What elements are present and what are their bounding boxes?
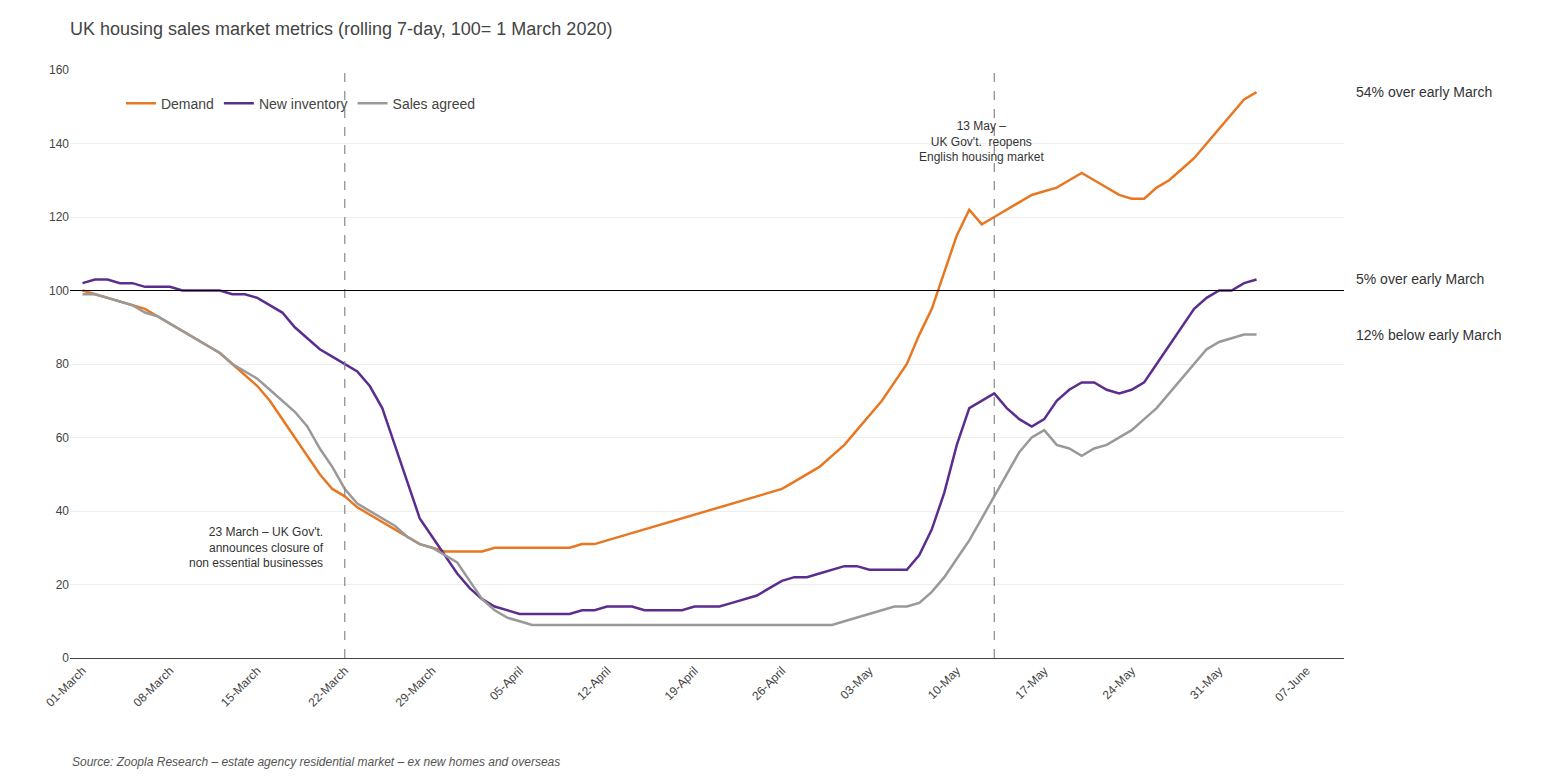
svg-text:31-May: 31-May [1187,664,1225,702]
svg-text:New inventory: New inventory [259,96,348,112]
svg-text:Demand: Demand [161,96,214,112]
svg-text:22-March: 22-March [305,664,351,710]
svg-text:UK housing sales market metric: UK housing sales market metrics (rolling… [70,19,612,39]
svg-text:24-May: 24-May [1100,664,1138,702]
svg-text:10-May: 10-May [925,664,963,702]
svg-text:05-April: 05-April [487,664,526,703]
svg-text:60: 60 [56,431,70,445]
svg-text:80: 80 [56,357,70,371]
svg-text:15-March: 15-March [218,664,264,710]
svg-text:100: 100 [49,284,69,298]
svg-text:07-June: 07-June [1272,664,1313,705]
svg-text:03-May: 03-May [838,664,876,702]
svg-text:20: 20 [56,578,70,592]
svg-text:08-March: 08-March [131,664,177,710]
svg-text:160: 160 [49,63,69,77]
svg-text:12% below early March: 12% below early March [1356,327,1502,343]
svg-text:0: 0 [62,651,69,665]
svg-text:29-March: 29-March [393,664,439,710]
svg-text:26-April: 26-April [749,664,788,703]
svg-text:120: 120 [49,210,69,224]
svg-text:12-April: 12-April [574,664,613,703]
svg-text:23 March – UK Gov't.announces: 23 March – UK Gov't.announces closure of… [189,525,324,570]
svg-text:140: 140 [49,137,69,151]
svg-text:13 May –UK Gov't. reopensEngl: 13 May –UK Gov't. reopensEnglish housing… [919,119,1044,164]
svg-text:01-March: 01-March [43,664,89,710]
svg-text:54% over early March: 54% over early March [1356,84,1492,100]
svg-text:5% over early March: 5% over early March [1356,271,1484,287]
svg-text:17-May: 17-May [1012,664,1050,702]
svg-text:Source: Zoopla Research – esta: Source: Zoopla Research – estate agency … [72,755,560,769]
svg-text:19-April: 19-April [662,664,701,703]
svg-text:40: 40 [56,504,70,518]
svg-text:Sales agreed: Sales agreed [393,96,476,112]
